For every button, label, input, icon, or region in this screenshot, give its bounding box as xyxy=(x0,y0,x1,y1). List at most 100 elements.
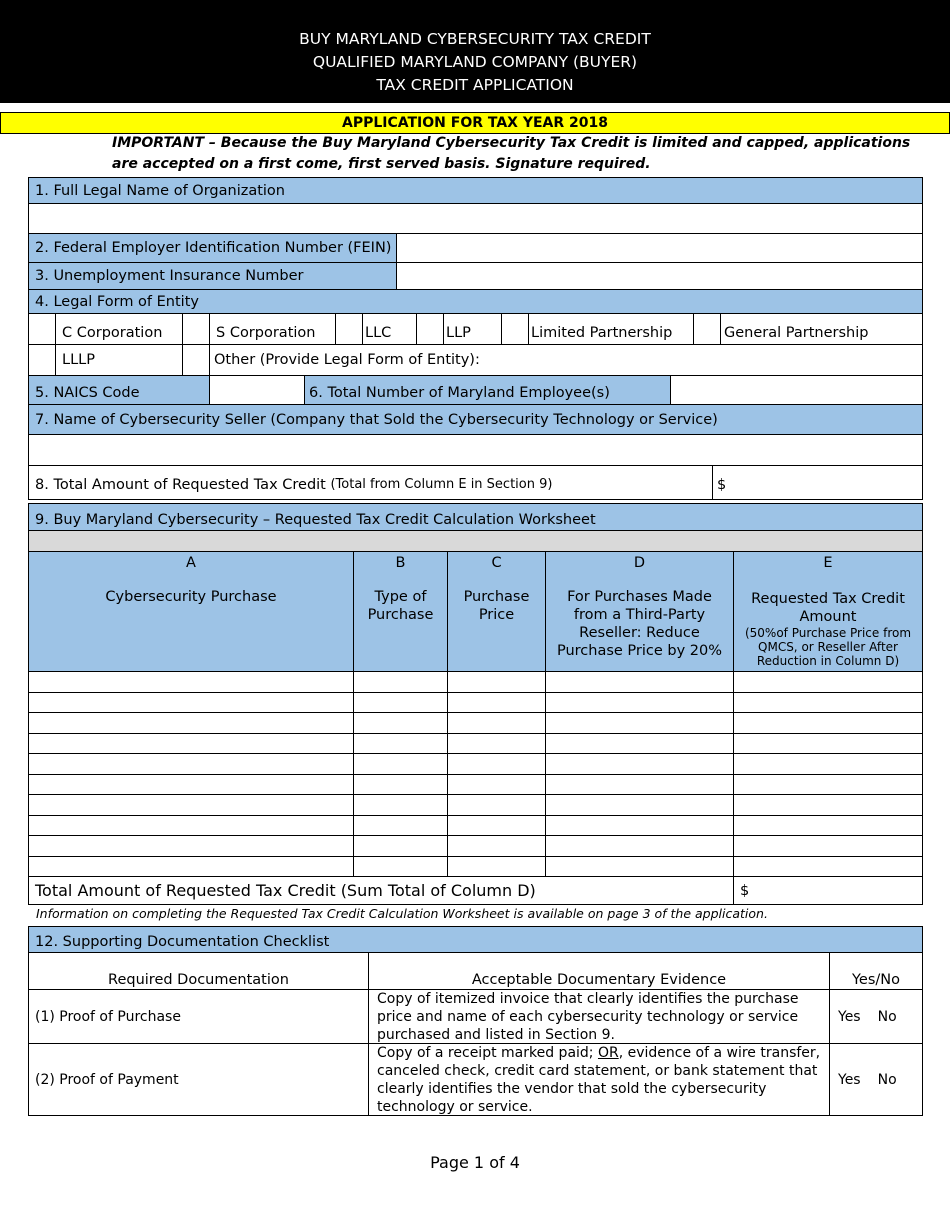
worksheet-total-input[interactable]: $ xyxy=(733,876,923,905)
organization-name-input[interactable] xyxy=(28,203,923,234)
title-line-1: BUY MARYLAND CYBERSECURITY TAX CREDIT xyxy=(299,30,651,48)
worksheet-total-label: Total Amount of Requested Tax Credit (Su… xyxy=(28,876,734,905)
column-label: For Purchases Made from a Third-Party Re… xyxy=(556,589,723,659)
page-number: Page 1 of 4 xyxy=(430,1153,520,1172)
worksheet-cell-e[interactable] xyxy=(733,773,923,795)
worksheet-cell-b[interactable] xyxy=(353,835,448,857)
no-option[interactable]: No xyxy=(877,1008,897,1025)
worksheet-cell-b[interactable] xyxy=(353,855,448,877)
worksheet-cell-a[interactable] xyxy=(28,855,354,877)
option-other-input[interactable]: Other (Provide Legal Form of Entity): xyxy=(209,344,923,376)
checklist-evidence-2: Copy of a receipt marked paid; OR, evide… xyxy=(368,1043,830,1116)
worksheet-gray-band xyxy=(28,530,923,552)
column-letter: B xyxy=(395,555,406,571)
worksheet-cell-e[interactable] xyxy=(733,691,923,713)
worksheet-cell-a[interactable] xyxy=(28,794,354,816)
checklist-title: 12. Supporting Documentation Checklist xyxy=(28,926,923,953)
worksheet-cell-d[interactable] xyxy=(545,855,734,877)
worksheet-cell-c[interactable] xyxy=(447,732,546,754)
important-line-1: IMPORTANT – Because the Buy Maryland Cyb… xyxy=(112,135,911,151)
yes-option[interactable]: Yes xyxy=(838,1071,861,1088)
checkbox-limited-partnership[interactable] xyxy=(501,313,529,345)
worksheet-cell-d[interactable] xyxy=(545,773,734,795)
field-6-label: 6. Total Number of Maryland Employee(s) xyxy=(304,375,671,405)
worksheet-cell-a[interactable] xyxy=(28,835,354,857)
worksheet-cell-e[interactable] xyxy=(733,671,923,693)
checkbox-other[interactable] xyxy=(182,344,210,376)
requested-credit-input[interactable]: $ xyxy=(712,465,923,500)
checkbox-lllp[interactable] xyxy=(28,344,56,376)
worksheet-cell-d[interactable] xyxy=(545,732,734,754)
worksheet-cell-a[interactable] xyxy=(28,732,354,754)
checklist-header-yesno: Yes/No xyxy=(829,952,923,990)
naics-input[interactable] xyxy=(209,375,305,405)
worksheet-cell-b[interactable] xyxy=(353,794,448,816)
field-8-text: 8. Total Amount of Requested Tax Credit xyxy=(35,476,326,493)
checklist-evidence-1: Copy of itemized invoice that clearly id… xyxy=(368,989,830,1044)
worksheet-cell-e[interactable] xyxy=(733,753,923,775)
checkbox-s-corporation[interactable] xyxy=(182,313,210,345)
worksheet-cell-b[interactable] xyxy=(353,732,448,754)
worksheet-cell-e[interactable] xyxy=(733,814,923,836)
worksheet-cell-c[interactable] xyxy=(447,855,546,877)
column-label: Purchase Price xyxy=(463,589,530,623)
worksheet-cell-c[interactable] xyxy=(447,753,546,775)
worksheet-cell-a[interactable] xyxy=(28,671,354,693)
worksheet-cell-b[interactable] xyxy=(353,753,448,775)
worksheet-cell-d[interactable] xyxy=(545,814,734,836)
worksheet-cell-e[interactable] xyxy=(733,712,923,734)
worksheet-cell-d[interactable] xyxy=(545,753,734,775)
worksheet-cell-c[interactable] xyxy=(447,671,546,693)
worksheet-cell-c[interactable] xyxy=(447,835,546,857)
worksheet-cell-b[interactable] xyxy=(353,671,448,693)
worksheet-cell-b[interactable] xyxy=(353,712,448,734)
field-7-label: 7. Name of Cybersecurity Seller (Company… xyxy=(28,404,923,435)
worksheet-cell-d[interactable] xyxy=(545,691,734,713)
worksheet-cell-a[interactable] xyxy=(28,753,354,775)
worksheet-cell-e[interactable] xyxy=(733,835,923,857)
worksheet-cell-a[interactable] xyxy=(28,691,354,713)
field-3-label: 3. Unemployment Insurance Number xyxy=(28,262,397,290)
worksheet-cell-c[interactable] xyxy=(447,712,546,734)
evidence-2-post: , evidence of a wire transfer, canceled … xyxy=(377,1045,821,1115)
header-banner xyxy=(0,0,950,103)
worksheet-cell-a[interactable] xyxy=(28,814,354,836)
checkbox-llc[interactable] xyxy=(335,313,363,345)
yes-option[interactable]: Yes xyxy=(838,1008,861,1025)
employees-input[interactable] xyxy=(670,375,923,405)
worksheet-cell-e[interactable] xyxy=(733,732,923,754)
no-option[interactable]: No xyxy=(877,1071,897,1088)
important-line-2: are accepted on a first come, first serv… xyxy=(112,156,651,172)
worksheet-cell-c[interactable] xyxy=(447,794,546,816)
checklist-yesno-1[interactable]: Yes No xyxy=(829,989,923,1044)
unemployment-insurance-input[interactable] xyxy=(396,262,923,290)
field-8-label: 8. Total Amount of Requested Tax Credit … xyxy=(28,465,713,500)
worksheet-cell-e[interactable] xyxy=(733,794,923,816)
worksheet-cell-d[interactable] xyxy=(545,671,734,693)
evidence-2-pre: Copy of a receipt marked paid; xyxy=(377,1045,598,1061)
worksheet-cell-a[interactable] xyxy=(28,773,354,795)
worksheet-cell-c[interactable] xyxy=(447,814,546,836)
checklist-doc-1: (1) Proof of Purchase xyxy=(28,989,369,1044)
column-letter: D xyxy=(633,555,646,571)
worksheet-cell-e[interactable] xyxy=(733,855,923,877)
title-line-3: TAX CREDIT APPLICATION xyxy=(376,76,574,94)
worksheet-cell-a[interactable] xyxy=(28,712,354,734)
worksheet-title: 9. Buy Maryland Cybersecurity – Requeste… xyxy=(28,503,923,531)
checkbox-general-partnership[interactable] xyxy=(693,313,721,345)
checklist-yesno-2[interactable]: Yes No xyxy=(829,1043,923,1116)
worksheet-cell-d[interactable] xyxy=(545,794,734,816)
worksheet-cell-c[interactable] xyxy=(447,773,546,795)
checkbox-llp[interactable] xyxy=(416,313,444,345)
checkbox-c-corporation[interactable] xyxy=(28,313,56,345)
worksheet-cell-c[interactable] xyxy=(447,691,546,713)
column-letter: E xyxy=(823,555,833,571)
column-letter: C xyxy=(491,555,502,571)
fein-input[interactable] xyxy=(396,233,923,263)
worksheet-cell-d[interactable] xyxy=(545,712,734,734)
seller-name-input[interactable] xyxy=(28,434,923,466)
worksheet-cell-b[interactable] xyxy=(353,814,448,836)
worksheet-cell-b[interactable] xyxy=(353,773,448,795)
worksheet-cell-d[interactable] xyxy=(545,835,734,857)
worksheet-cell-b[interactable] xyxy=(353,691,448,713)
